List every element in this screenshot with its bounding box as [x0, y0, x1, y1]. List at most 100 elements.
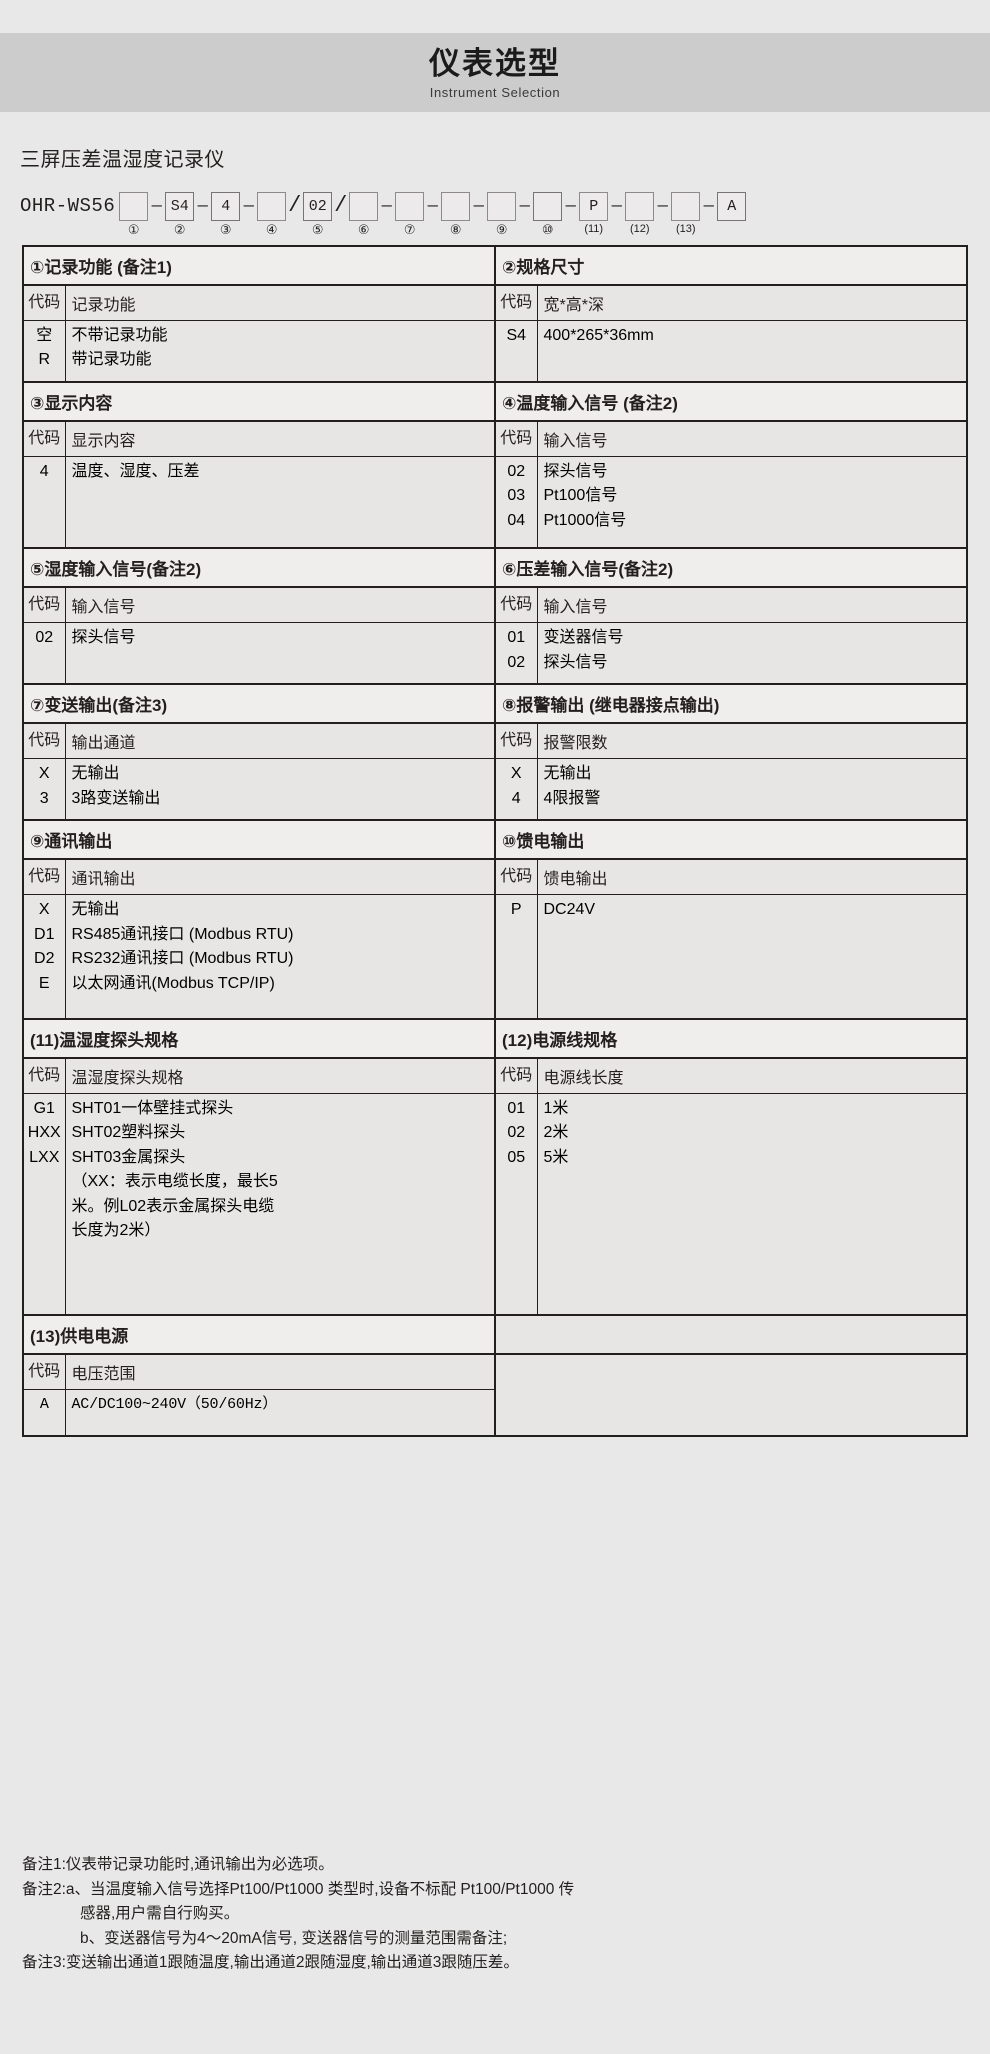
- col-head-code-6: 代码: [494, 586, 538, 624]
- page-title: 仪表选型: [429, 46, 561, 81]
- code-cell: X: [38, 901, 50, 919]
- footnote-2b: b、变送器信号为4～20mA信号, 变送器信号的测量范围需备注;: [80, 1929, 508, 1947]
- model-prefix: OHR-WS56: [20, 195, 116, 217]
- model-separator-10: —: [565, 196, 576, 216]
- code-list-13: A: [22, 1389, 66, 1437]
- code-cell: G1: [33, 1099, 55, 1117]
- desc-cell: 带记录功能: [71, 351, 152, 369]
- section-header-11: (11)温湿度探头规格: [22, 1017, 496, 1059]
- section-header-2: ②规格尺寸: [494, 245, 968, 286]
- code-list-2: S4: [494, 319, 538, 383]
- model-separator-2: —: [197, 196, 208, 216]
- desc-cell: DC24V: [543, 901, 596, 919]
- desc-cell: Pt1000信号: [543, 511, 627, 529]
- col-head-code-9: 代码: [22, 858, 66, 896]
- desc-cell: 5米: [543, 1148, 569, 1166]
- footnote-3: 备注3:变送输出通道1跟随温度,输出通道2跟随湿度,输出通道3跟随压差。: [22, 1954, 519, 1972]
- model-box-4[interactable]: [257, 191, 287, 221]
- col-head-code-2: 代码: [494, 284, 538, 321]
- col-head-code-3: 代码: [22, 420, 66, 457]
- model-box-13[interactable]: [671, 191, 701, 221]
- col-head-desc-5: 输入信号: [64, 586, 496, 624]
- probe-note-line: 长度为2米）: [71, 1222, 161, 1240]
- model-box-12[interactable]: [625, 191, 655, 221]
- table-row: 代码 通讯输出 代码 馈电输出: [22, 858, 968, 896]
- desc-cell: SHT03金属探头: [71, 1148, 186, 1166]
- section-header-6: ⑥压差输入信号(备注2): [494, 547, 968, 589]
- code-cell: HXX: [27, 1124, 61, 1142]
- model-box-11[interactable]: P: [579, 191, 609, 221]
- code-list-9: X D1 D2 E: [22, 894, 66, 1020]
- table-row: 代码 显示内容 代码 输入信号: [22, 420, 968, 457]
- model-box-5[interactable]: 02: [303, 191, 333, 221]
- col-head-desc-12: 电源线长度: [536, 1057, 968, 1094]
- section-header-12: (12)电源线规格: [494, 1017, 968, 1059]
- table-row: (13)供电电源: [22, 1314, 968, 1356]
- probe-note-line: 米。例L02表示金属探头电缆: [71, 1197, 275, 1215]
- desc-cell: 2米: [543, 1124, 569, 1142]
- table-row: ③显示内容 ④温度输入信号 (备注2): [22, 380, 968, 422]
- code-list-4: 02 03 04: [494, 455, 538, 549]
- model-index-2: ②: [173, 221, 186, 237]
- model-box-14[interactable]: A: [717, 191, 747, 221]
- product-name: 三屏压差温湿度记录仪: [20, 149, 225, 171]
- model-box-9[interactable]: [487, 191, 517, 221]
- model-box-8[interactable]: [441, 191, 471, 221]
- model-separator-13: —: [703, 196, 714, 216]
- col-head-code-11: 代码: [22, 1057, 66, 1094]
- footnote-2a-cont: 感器,用户需自行购买。: [80, 1905, 240, 1923]
- empty-cell: [494, 1353, 968, 1437]
- model-index-4: ④: [265, 221, 278, 237]
- desc-list-6: 变送器信号 探头信号: [536, 622, 968, 685]
- table-row: ⑨通讯输出 ⑩馈电输出: [22, 819, 968, 861]
- desc-cell: SHT01一体壁挂式探头: [71, 1099, 234, 1117]
- code-cell: LXX: [29, 1148, 60, 1166]
- code-cell: 空: [36, 327, 53, 344]
- code-cell: 05: [507, 1148, 526, 1166]
- code-cell: S4: [506, 327, 527, 344]
- model-separator-11: —: [611, 196, 622, 216]
- desc-cell: RS485通讯接口 (Modbus RTU): [71, 925, 294, 943]
- table-row: ⑦变送输出(备注3) ⑧报警输出 (继电器接点输出): [22, 683, 968, 725]
- col-head-code-12: 代码: [494, 1057, 538, 1094]
- model-box-6[interactable]: [349, 191, 379, 221]
- model-box-2[interactable]: S4: [165, 191, 195, 221]
- col-head-code-5: 代码: [22, 586, 66, 624]
- desc-list-9: 无输出 RS485通讯接口 (Modbus RTU) RS232通讯接口 (Mo…: [64, 894, 496, 1020]
- col-head-desc-7: 输出通道: [64, 722, 496, 760]
- model-box-3[interactable]: 4: [211, 191, 241, 221]
- page-subtitle: Instrument Selection: [429, 85, 561, 100]
- desc-list-10: DC24V: [536, 894, 968, 1020]
- table-row: X D1 D2 E 无输出 RS485通讯接口 (Modbus RTU) RS2…: [22, 894, 968, 1020]
- desc-cell: 1米: [543, 1099, 569, 1117]
- desc-list-1: 不带记录功能 带记录功能: [64, 319, 496, 383]
- col-head-code-4: 代码: [494, 420, 538, 457]
- table-row: (11)温湿度探头规格 (12)电源线规格: [22, 1017, 968, 1059]
- col-head-desc-11: 温湿度探头规格: [64, 1057, 496, 1094]
- col-head-code-7: 代码: [22, 722, 66, 760]
- col-head-desc-1: 记录功能: [64, 284, 496, 321]
- table-row: 空 R 不带记录功能 带记录功能 S4 400*265*36mm: [22, 319, 968, 383]
- model-code-line: OHR-WS56 — S4 — 4 — / 02 / — — — — — P —…: [20, 183, 970, 229]
- col-head-desc-9: 通讯输出: [64, 858, 496, 896]
- desc-cell: AC/DC100~240V（50/60Hz）: [71, 1396, 278, 1414]
- model-box-10[interactable]: [533, 191, 563, 221]
- model-box-7[interactable]: [395, 191, 425, 221]
- code-list-10: P: [494, 894, 538, 1020]
- section-header-5: ⑤湿度输入信号(备注2): [22, 547, 496, 589]
- model-index-11: (11): [584, 222, 604, 235]
- model-separator-9: —: [519, 196, 530, 216]
- table-row: 代码 温湿度探头规格 代码 电源线长度: [22, 1057, 968, 1094]
- probe-note-line: （XX：表示电缆长度，最长5: [71, 1173, 278, 1191]
- section-header-8: ⑧报警输出 (继电器接点输出): [494, 683, 968, 725]
- table-row: G1 HXX LXX SHT01一体壁挂式探头 SHT02塑料探头 SHT03金…: [22, 1092, 968, 1316]
- code-cell: 02: [507, 1124, 526, 1142]
- model-separator-5: /: [334, 193, 348, 218]
- col-head-code-13: 代码: [22, 1353, 66, 1391]
- desc-cell: 400*265*36mm: [543, 327, 654, 344]
- desc-list-11: SHT01一体壁挂式探头 SHT02塑料探头 SHT03金属探头 （XX：表示电…: [64, 1092, 496, 1316]
- model-index-9: ⑨: [495, 221, 508, 237]
- model-box-1[interactable]: [119, 191, 149, 221]
- table-row: 代码 电压范围: [22, 1353, 968, 1437]
- desc-cell: 不带记录功能: [71, 327, 168, 344]
